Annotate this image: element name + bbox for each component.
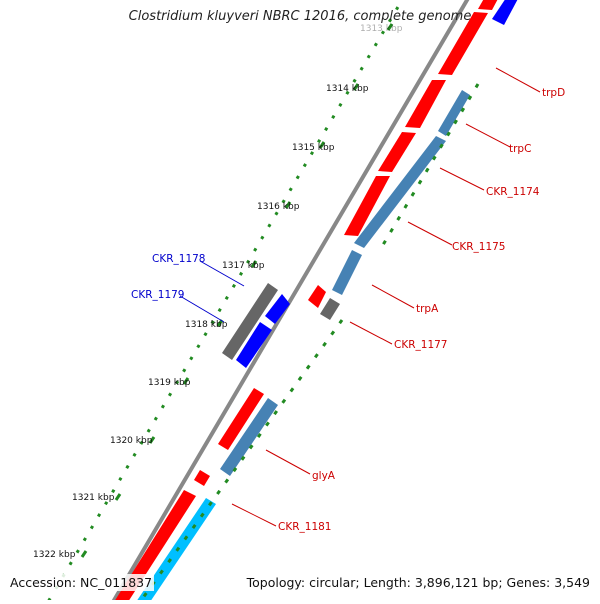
gene-CKR-1179[interactable] xyxy=(236,322,272,368)
gene-blue-top[interactable] xyxy=(492,0,520,25)
leader-line xyxy=(371,284,415,309)
leader-lines-blue xyxy=(179,260,245,323)
gene-label[interactable]: CKR_1174 xyxy=(486,186,540,198)
scale-ticks xyxy=(80,23,394,558)
scale-tick xyxy=(80,550,88,558)
gene-label[interactable]: CKR_1178 xyxy=(152,253,205,265)
scale-label: 1313 kbp xyxy=(360,24,403,34)
scale-tick xyxy=(352,83,360,91)
leader-line xyxy=(231,503,277,527)
scale-ring xyxy=(46,0,404,603)
scale-label: 1318 kbp xyxy=(185,320,228,330)
gene-trpA[interactable] xyxy=(308,285,326,308)
gene-trpC[interactable] xyxy=(405,80,446,128)
leader-line xyxy=(407,221,453,246)
scale-tick xyxy=(182,377,190,385)
scale-tick xyxy=(318,141,326,149)
scale-label: 1314 kbp xyxy=(326,84,369,94)
map-title: Clostridium kluyveri NBRC 12016, complet… xyxy=(128,9,472,24)
gene-label[interactable]: trpC xyxy=(509,143,531,155)
leader-line xyxy=(265,449,311,475)
scale-tick xyxy=(284,201,292,209)
scale-label: 1322 kbp xyxy=(33,550,76,560)
leader-line xyxy=(439,167,485,191)
inner-ring xyxy=(138,319,344,603)
leader-line xyxy=(179,295,225,323)
genome-summary: Topology: circular; Length: 3,896,121 bp… xyxy=(244,574,592,591)
scale-label: 1321 kbp xyxy=(72,493,115,503)
gene-label[interactable]: CKR_1179 xyxy=(131,289,184,301)
scale-labels: 1313 kbp 1314 kbp 1315 kbp 1316 kbp 1317… xyxy=(33,24,403,560)
scale-label: 1319 kbp xyxy=(148,378,191,388)
gene-trpD[interactable] xyxy=(438,12,488,75)
gene-CKR-1175-fwd[interactable] xyxy=(344,176,390,236)
leader-line xyxy=(465,123,511,148)
accession-label: Accession: NC_011837 xyxy=(8,574,155,591)
gene-label[interactable]: CKR_1175 xyxy=(452,241,505,253)
gene-labels: trpD trpC CKR_1174 CKR_1175 trpA CKR_117… xyxy=(131,87,565,533)
leader-lines-red xyxy=(231,67,541,527)
gene-CKR-1174[interactable] xyxy=(378,132,416,172)
scale-tick xyxy=(148,436,156,444)
gene-label[interactable]: CKR_1177 xyxy=(394,339,447,351)
pseudo-genes xyxy=(222,283,340,360)
gene-glyA-rev[interactable] xyxy=(220,398,278,476)
scale-tick xyxy=(250,260,258,268)
gene-rev-1[interactable] xyxy=(438,90,470,136)
leader-line xyxy=(495,67,541,93)
gene-CKR-1177[interactable] xyxy=(320,298,340,320)
gene-label[interactable]: trpD xyxy=(542,87,565,99)
gene-glyA-fwd[interactable] xyxy=(218,388,264,450)
scale-label: 1320 kbp xyxy=(110,436,153,446)
scale-tick xyxy=(386,23,394,31)
genome-backbone xyxy=(111,0,470,604)
gene-grey-left[interactable] xyxy=(222,283,278,360)
gene-label[interactable]: trpA xyxy=(416,303,439,315)
reverse-strand-genes xyxy=(220,90,470,476)
rna-genes xyxy=(236,0,520,368)
scale-label: 1315 kbp xyxy=(292,143,335,153)
leader-line xyxy=(199,260,245,287)
gene-rev-2[interactable] xyxy=(354,136,446,248)
scale-tick xyxy=(114,493,122,501)
scale-label: 1317 kbp xyxy=(222,261,265,271)
gene-CKR-1178[interactable] xyxy=(265,294,290,324)
scale-label: 1316 kbp xyxy=(257,202,300,212)
gene-arrow[interactable] xyxy=(478,0,500,10)
gene-rev-3[interactable] xyxy=(332,250,362,295)
gene-label[interactable]: glyA xyxy=(312,470,336,482)
leader-line xyxy=(349,321,393,345)
gene-small-fwd[interactable] xyxy=(194,470,210,486)
gene-label[interactable]: CKR_1181 xyxy=(278,521,331,533)
